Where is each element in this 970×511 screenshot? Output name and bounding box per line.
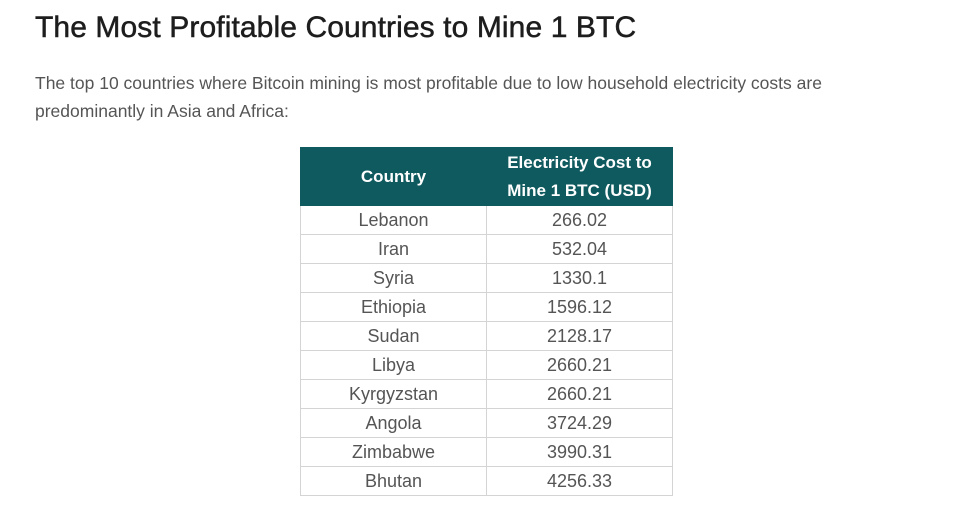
cell-country: Iran <box>300 234 487 264</box>
header-cost-line2: Mine 1 BTC (USD) <box>507 180 652 200</box>
cell-cost: 3990.31 <box>486 437 673 467</box>
table-row: Ethiopia 1596.12 <box>300 292 673 322</box>
table-row: Iran 532.04 <box>300 234 673 264</box>
header-electricity-cost: Electricity Cost to Mine 1 BTC (USD) <box>486 147 673 206</box>
page-title: The Most Profitable Countries to Mine 1 … <box>35 11 637 45</box>
cell-cost: 3724.29 <box>486 408 673 438</box>
header-cost-line1: Electricity Cost to <box>507 152 652 172</box>
cell-country: Libya <box>300 350 487 380</box>
intro-paragraph: The top 10 countries where Bitcoin minin… <box>35 73 822 121</box>
cell-country: Ethiopia <box>300 292 487 322</box>
countries-table-container: Country Electricity Cost to Mine 1 BTC (… <box>300 147 673 496</box>
table-row: Zimbabwe 3990.31 <box>300 437 673 467</box>
cell-cost: 2128.17 <box>486 321 673 351</box>
cell-country: Lebanon <box>300 205 487 235</box>
cell-country: Angola <box>300 408 487 438</box>
header-country: Country <box>300 147 487 206</box>
cell-country: Sudan <box>300 321 487 351</box>
cell-country: Bhutan <box>300 466 487 496</box>
table-row: Libya 2660.21 <box>300 350 673 380</box>
table-row: Sudan 2128.17 <box>300 321 673 351</box>
countries-table: Country Electricity Cost to Mine 1 BTC (… <box>300 147 673 496</box>
cell-country: Syria <box>300 263 487 293</box>
cell-cost: 1596.12 <box>486 292 673 322</box>
cell-country: Kyrgyzstan <box>300 379 487 409</box>
table-header-row: Country Electricity Cost to Mine 1 BTC (… <box>300 147 673 206</box>
table-row: Syria 1330.1 <box>300 263 673 293</box>
cell-country: Zimbabwe <box>300 437 487 467</box>
cell-cost: 2660.21 <box>486 379 673 409</box>
cell-cost: 532.04 <box>486 234 673 264</box>
cell-cost: 2660.21 <box>486 350 673 380</box>
table-row: Angola 3724.29 <box>300 408 673 438</box>
cell-cost: 1330.1 <box>486 263 673 293</box>
cell-cost: 266.02 <box>486 205 673 235</box>
table-row: Lebanon 266.02 <box>300 205 673 235</box>
cell-cost: 4256.33 <box>486 466 673 496</box>
table-row: Bhutan 4256.33 <box>300 466 673 496</box>
table-row: Kyrgyzstan 2660.21 <box>300 379 673 409</box>
